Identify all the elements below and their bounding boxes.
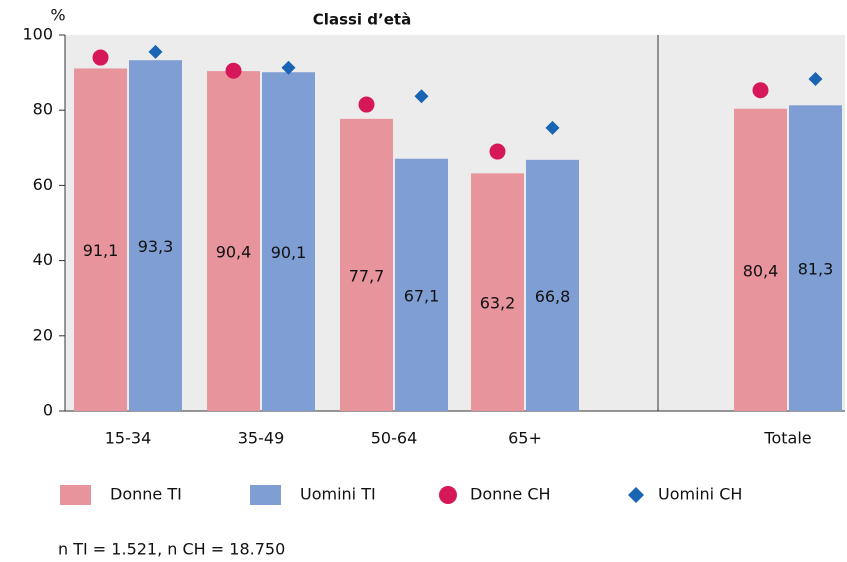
- value-label: 91,1: [83, 241, 119, 260]
- value-label: 90,1: [271, 243, 307, 262]
- y-tick-label: 60: [33, 175, 53, 194]
- value-label: 63,2: [480, 294, 516, 313]
- bar: [395, 158, 448, 411]
- value-label: 93,3: [138, 237, 174, 256]
- y-tick-label: 80: [33, 100, 53, 119]
- marker-diamond: [148, 44, 163, 59]
- chart-title: Classi d’età: [313, 11, 411, 29]
- marker-diamond: [281, 60, 296, 75]
- legend-swatch: [628, 487, 644, 503]
- marker-circle: [225, 62, 242, 79]
- marker-diamond: [808, 71, 823, 86]
- marker-circle: [489, 143, 506, 160]
- legend-label: Uomini CH: [658, 485, 742, 504]
- y-tick-label: 100: [22, 25, 53, 44]
- legend-label: Uomini TI: [300, 485, 376, 504]
- marker-circle: [358, 96, 375, 113]
- note: n TI = 1.521, n CH = 18.750: [58, 540, 285, 559]
- legend-swatch: [250, 485, 281, 505]
- bar: [340, 118, 393, 412]
- legend-label: Donne CH: [470, 485, 551, 504]
- legend-swatch: [439, 486, 457, 504]
- value-label: 81,3: [798, 260, 834, 279]
- bar: [129, 60, 182, 411]
- marker-diamond: [414, 89, 429, 104]
- y-tick-label: 40: [33, 250, 53, 269]
- marker-diamond: [545, 120, 560, 135]
- marker-circle: [92, 49, 109, 66]
- y-axis-label: %: [50, 6, 65, 25]
- bar: [207, 71, 260, 411]
- bar: [74, 68, 127, 412]
- plot-area: [65, 35, 845, 411]
- x-tick-label: 50-64: [371, 429, 418, 448]
- bar: [262, 72, 315, 411]
- legend-label: Donne TI: [110, 485, 182, 504]
- bar: [734, 108, 787, 412]
- marker-circle: [752, 82, 769, 99]
- value-label: 66,8: [535, 287, 571, 306]
- value-label: 80,4: [743, 261, 779, 280]
- x-tick-label: 65+: [508, 429, 542, 448]
- value-label: 90,4: [216, 243, 252, 262]
- x-tick-label: 35-49: [238, 429, 285, 448]
- value-label: 67,1: [404, 286, 440, 305]
- bar: [789, 105, 842, 411]
- bar: [526, 159, 579, 411]
- value-label: 77,7: [349, 266, 385, 285]
- x-tick-label: 15-34: [105, 429, 152, 448]
- y-tick-label: 0: [43, 401, 53, 420]
- y-tick-label: 20: [33, 325, 53, 344]
- legend-swatch: [60, 485, 91, 505]
- bar: [471, 173, 524, 411]
- x-tick-label: Totale: [763, 429, 811, 448]
